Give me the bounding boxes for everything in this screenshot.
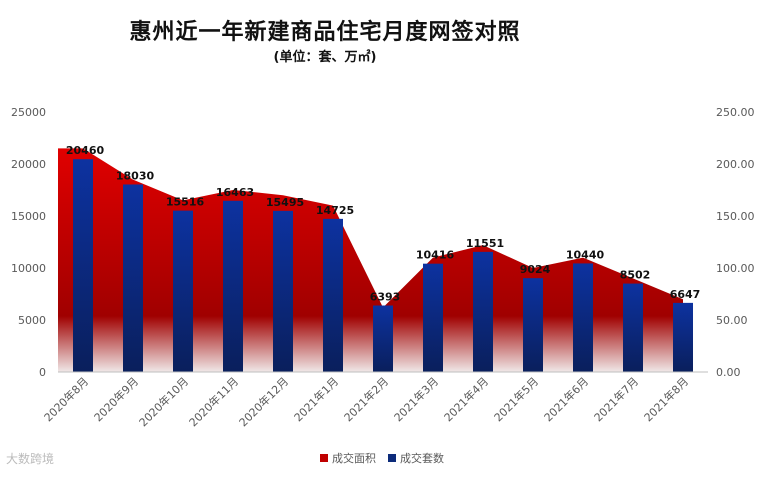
x-tick-label: 2020年10月 [136, 374, 191, 429]
bar-data-label: 8502 [620, 269, 651, 282]
bar-data-label: 14725 [316, 204, 354, 217]
bar-data-label: 16463 [216, 186, 254, 199]
legend-swatch [320, 454, 328, 462]
y-left-tick-label: 25000 [11, 106, 46, 119]
bar-data-label: 18030 [116, 169, 155, 182]
x-tick-label: 2021年8月 [641, 374, 691, 424]
bar-mark [573, 263, 593, 372]
chart-title: 惠州近一年新建商品住宅月度网签对照 [129, 20, 521, 45]
x-tick-label: 2021年7月 [591, 374, 641, 424]
bar-data-label: 10416 [416, 249, 455, 262]
y-left-tick-label: 20000 [11, 158, 46, 171]
bar-mark [123, 184, 143, 372]
y-right-tick-label: 50.00 [716, 314, 748, 327]
legend-label: 成交面积 [332, 451, 376, 465]
bar-mark [373, 305, 393, 372]
legend-label: 成交套数 [400, 451, 444, 465]
x-tick-label: 2020年11月 [186, 374, 241, 429]
x-tick-label: 2020年12月 [236, 374, 291, 429]
legend-swatch [388, 454, 396, 462]
y-left-tick-label: 10000 [11, 262, 46, 275]
bar-mark [223, 200, 243, 372]
bar-data-label: 6647 [670, 288, 701, 301]
bar-mark [173, 210, 193, 372]
y-left-tick-label: 15000 [11, 210, 46, 223]
y-right-tick-label: 250.00 [716, 106, 755, 119]
x-tick-label: 2020年9月 [91, 374, 141, 424]
footer-logo: 大数跨境 [6, 450, 54, 467]
y-right-tick-label: 150.00 [716, 210, 755, 223]
bar-mark [623, 283, 643, 372]
y-left-tick-label: 5000 [18, 314, 46, 327]
footer-logo-text: 大数跨境 [6, 452, 55, 466]
y-left-tick-label: 0 [39, 366, 46, 379]
bar-mark [473, 251, 493, 372]
bar-data-label: 10440 [566, 248, 605, 261]
bar-mark [323, 218, 343, 372]
x-tick-label: 2021年3月 [391, 374, 441, 424]
x-tick-label: 2021年6月 [541, 374, 591, 424]
bar-data-label: 20460 [66, 144, 105, 157]
bar-data-label: 6393 [370, 291, 401, 304]
bar-data-label: 15495 [266, 196, 304, 209]
x-tick-label: 2021年1月 [291, 374, 341, 424]
y-right-tick-label: 0.00 [716, 366, 741, 379]
x-tick-label: 2021年4月 [441, 374, 491, 424]
bar-data-label: 11551 [466, 237, 504, 250]
bar-mark [523, 278, 543, 372]
bar-mark [423, 263, 443, 372]
bar-mark [73, 159, 93, 372]
bar-mark [673, 302, 693, 372]
bar-mark [273, 210, 293, 372]
y-right-tick-label: 200.00 [716, 158, 755, 171]
x-tick-label: 2021年5月 [491, 374, 541, 424]
chart-subtitle: (单位：套、万㎡) [273, 50, 377, 65]
bar-data-label: 9024 [520, 263, 551, 276]
bar-data-label: 15516 [166, 196, 205, 209]
x-tick-label: 2021年2月 [341, 374, 391, 424]
y-right-tick-label: 100.00 [716, 262, 755, 275]
x-tick-label: 2020年8月 [41, 374, 91, 424]
